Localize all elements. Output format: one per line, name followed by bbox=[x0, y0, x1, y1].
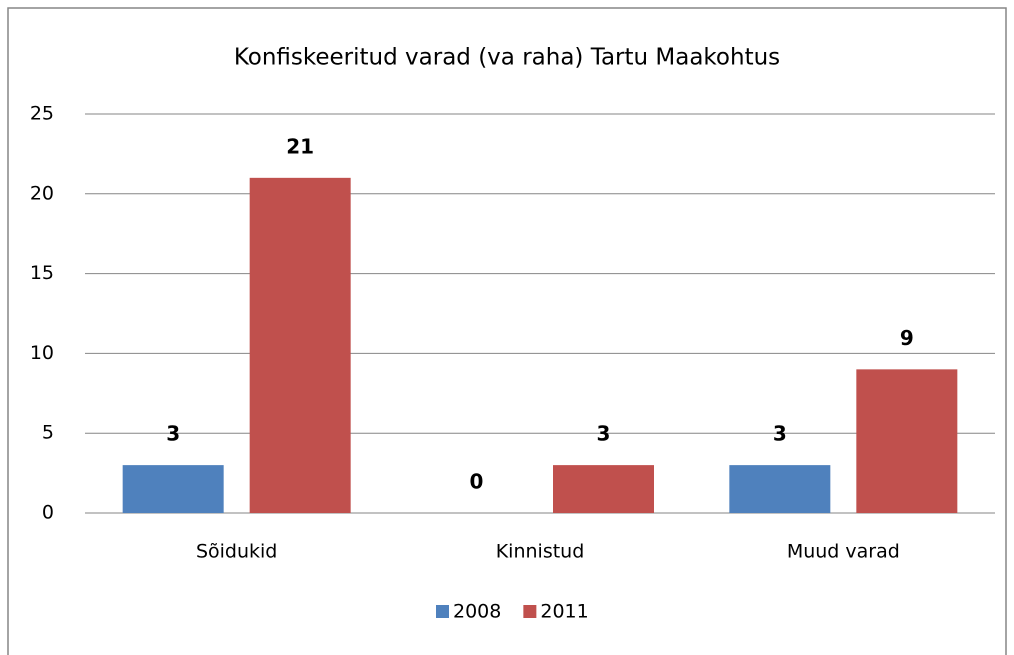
bar bbox=[729, 465, 831, 513]
data-label: 3 bbox=[166, 422, 180, 446]
data-label: 3 bbox=[597, 422, 611, 446]
data-label: 3 bbox=[773, 422, 787, 446]
bar bbox=[122, 465, 224, 513]
bar bbox=[553, 465, 654, 513]
y-tick-label: 0 bbox=[42, 502, 54, 524]
legend-swatch bbox=[436, 605, 449, 618]
y-tick-label: 25 bbox=[30, 103, 54, 125]
y-tick-label: 5 bbox=[42, 422, 54, 444]
y-tick-label: 10 bbox=[30, 342, 54, 364]
legend-label: 2011 bbox=[540, 601, 588, 623]
x-tick-label: Kinnistud bbox=[496, 541, 585, 563]
chart-title: Konfiskeeritud varad (va raha) Tartu Maa… bbox=[234, 45, 780, 71]
x-tick-label: Muud varad bbox=[787, 541, 900, 563]
data-label: 0 bbox=[470, 470, 484, 494]
y-tick-label: 20 bbox=[30, 182, 54, 204]
data-label: 21 bbox=[286, 134, 314, 158]
data-label: 9 bbox=[900, 326, 914, 350]
bar bbox=[249, 177, 351, 513]
legend-swatch bbox=[523, 605, 537, 618]
x-tick-label: Sõidukid bbox=[196, 541, 277, 563]
bar bbox=[856, 369, 958, 513]
legend-label: 2008 bbox=[453, 601, 501, 623]
chart-frame bbox=[7, 7, 1007, 655]
y-tick-label: 15 bbox=[30, 262, 54, 284]
